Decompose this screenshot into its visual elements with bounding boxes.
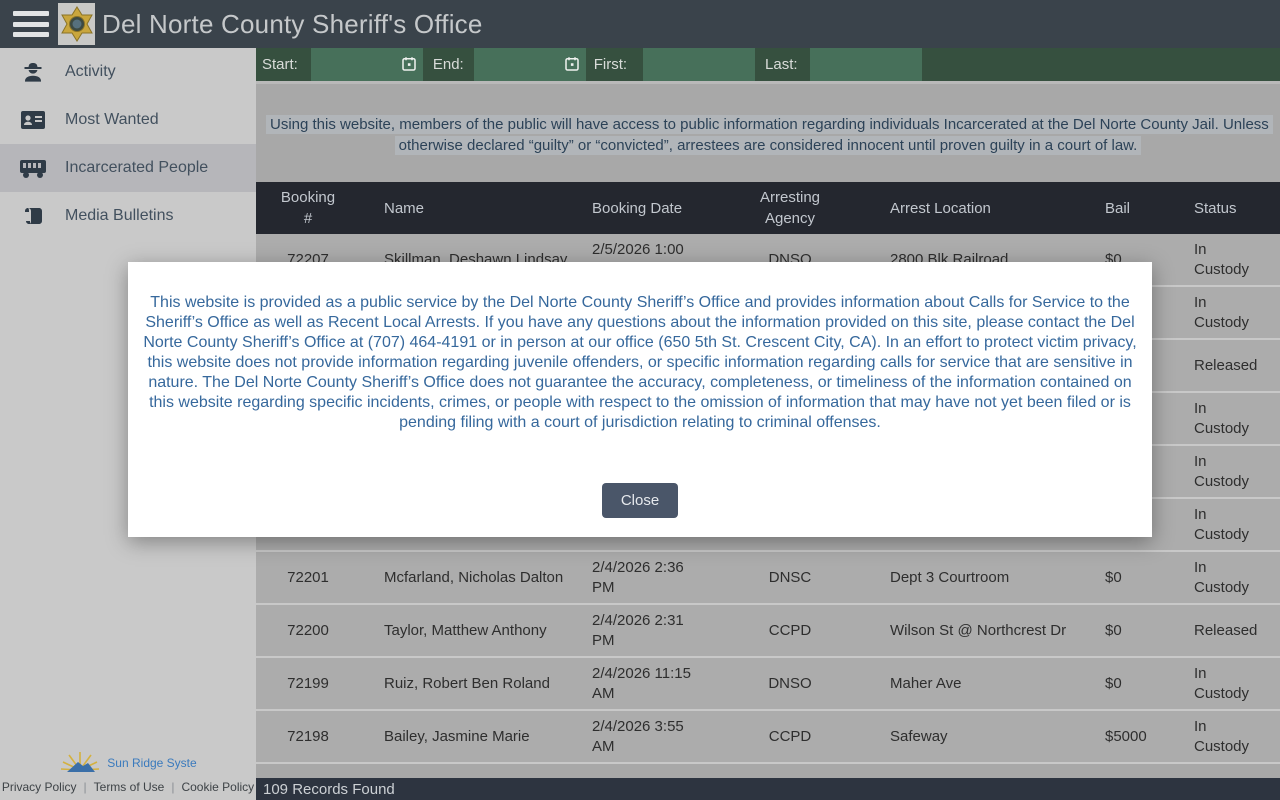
column-header-arrest-location: Arrest Location xyxy=(890,199,991,217)
table-row[interactable]: 72199 Ruiz, Robert Ben Roland 2/4/2026 1… xyxy=(256,658,1280,711)
records-found-bar: 109 Records Found xyxy=(256,778,1280,800)
spy-icon xyxy=(18,59,48,85)
end-date-input[interactable] xyxy=(473,48,586,81)
cell-name: Bailey, Jasmine Marie xyxy=(384,727,530,745)
id-card-icon xyxy=(18,107,48,133)
cell-arrest-location: Dept 3 Courtroom xyxy=(890,568,1010,586)
column-header-booking-number: Booking # xyxy=(280,189,336,227)
column-header-arresting-agency: Arresting Agency xyxy=(759,189,821,227)
cell-arresting-agency: DNSC xyxy=(768,568,812,586)
start-date-input[interactable] xyxy=(310,48,423,81)
first-name-label: First: xyxy=(593,56,628,73)
column-header-bail: Bail xyxy=(1105,199,1131,217)
last-name-label: Last: xyxy=(765,56,798,73)
cell-status: In Custody xyxy=(1194,664,1250,702)
cell-bail: $0 xyxy=(1105,674,1122,692)
cell-booking-date: 2/4/2026 2:36 PM xyxy=(592,558,684,596)
sidebar-footer: Sun Ridge Syste Privacy Policy | Terms o… xyxy=(0,748,256,800)
sidebar-item-most-wanted[interactable]: Most Wanted xyxy=(0,96,256,144)
end-date-label: End: xyxy=(432,56,464,73)
first-name-input[interactable] xyxy=(643,48,756,81)
cell-name: Ruiz, Robert Ben Roland xyxy=(384,674,550,692)
cell-booking-date: 2/4/2026 3:55 AM xyxy=(592,717,684,755)
cell-arresting-agency: CCPD xyxy=(768,727,812,745)
app-header: Del Norte County Sheriff's Office xyxy=(0,0,1280,48)
cell-booking-number: 72200 xyxy=(287,621,329,639)
cell-booking-number: 72201 xyxy=(287,568,329,586)
sidebar-item-label: Most Wanted xyxy=(65,111,159,128)
brand-name: Sun Ridge Syste xyxy=(107,756,197,770)
link-separator: | xyxy=(83,780,87,794)
sun-ridge-logo xyxy=(61,752,100,772)
cell-arrest-location: Maher Ave xyxy=(890,674,962,692)
column-header-booking-date: Booking Date xyxy=(592,199,683,217)
sidebar-item-label: Activity xyxy=(65,63,116,80)
sidebar-item-label: Media Bulletins xyxy=(65,207,174,224)
page-title: Del Norte County Sheriff's Office xyxy=(102,8,483,39)
records-found-text: 109 Records Found xyxy=(263,780,395,798)
cell-booking-number: 72199 xyxy=(287,674,329,692)
table-row[interactable]: 72198 Bailey, Jasmine Marie 2/4/2026 3:5… xyxy=(256,711,1280,764)
cell-booking-date: 2/4/2026 11:15 AM xyxy=(592,664,691,702)
table-header-row: Booking # Name Booking Date Arresting Ag… xyxy=(256,182,1280,234)
cell-bail: $5000 xyxy=(1105,727,1147,745)
cell-arresting-agency: DNSO xyxy=(768,674,812,692)
sheriff-star-icon xyxy=(60,6,93,42)
cell-bail: $0 xyxy=(1105,621,1122,639)
cell-arrest-location: Wilson St @ Northcrest Dr xyxy=(890,621,1067,639)
start-date-label: Start: xyxy=(262,56,298,73)
cell-status: In Custody xyxy=(1194,505,1250,543)
sidebar: Activity Most Wanted xyxy=(0,48,256,800)
cell-status: In Custody xyxy=(1194,399,1250,437)
sidebar-item-incarcerated-people[interactable]: Incarcerated People xyxy=(0,144,256,192)
public-service-modal: This website is provided as a public ser… xyxy=(128,262,1152,537)
sidebar-item-activity[interactable]: Activity xyxy=(0,48,256,96)
modal-disclaimer-text: This website is provided as a public ser… xyxy=(143,294,1137,431)
terms-of-use-link[interactable]: Terms of Use xyxy=(93,780,165,794)
sidebar-item-media-bulletins[interactable]: Media Bulletins xyxy=(0,192,256,240)
menu-icon[interactable] xyxy=(13,11,49,37)
column-header-name: Name xyxy=(384,199,425,217)
last-name-input[interactable] xyxy=(809,48,922,81)
cell-status: In Custody xyxy=(1194,558,1250,596)
cell-status: In Custody xyxy=(1194,452,1250,490)
cell-booking-date: 2/4/2026 2:31 PM xyxy=(592,611,684,649)
privacy-policy-link[interactable]: Privacy Policy xyxy=(1,780,77,794)
cell-name: Mcfarland, Nicholas Dalton xyxy=(384,568,564,586)
column-header-status: Status xyxy=(1194,199,1237,217)
filter-bar: Start: End: First: Last: xyxy=(256,48,1280,84)
cell-status: In Custody xyxy=(1194,717,1250,755)
cell-status: In Custody xyxy=(1194,293,1250,331)
cell-booking-number: 72198 xyxy=(287,727,329,745)
cell-arresting-agency: CCPD xyxy=(768,621,812,639)
cell-arrest-location: Safeway xyxy=(890,727,948,745)
sheriff-badge-logo xyxy=(58,3,95,45)
link-separator: | xyxy=(171,780,175,794)
jail-disclaimer-text: Using this website, members of the publi… xyxy=(256,100,1280,180)
cell-status: Released xyxy=(1194,621,1258,639)
cell-bail: $0 xyxy=(1105,568,1122,586)
cell-status: In Custody xyxy=(1194,240,1250,278)
cell-name: Taylor, Matthew Anthony xyxy=(384,621,547,639)
sidebar-item-label: Incarcerated People xyxy=(65,159,209,176)
jail-bus-icon xyxy=(18,155,48,181)
close-button[interactable]: Close xyxy=(602,483,678,518)
bulletin-icon xyxy=(18,203,48,229)
cell-status: Released xyxy=(1194,356,1258,374)
table-row[interactable]: 72201 Mcfarland, Nicholas Dalton 2/4/202… xyxy=(256,552,1280,605)
cookie-policy-link[interactable]: Cookie Policy xyxy=(181,780,255,794)
table-row[interactable]: 72200 Taylor, Matthew Anthony 2/4/2026 2… xyxy=(256,605,1280,658)
